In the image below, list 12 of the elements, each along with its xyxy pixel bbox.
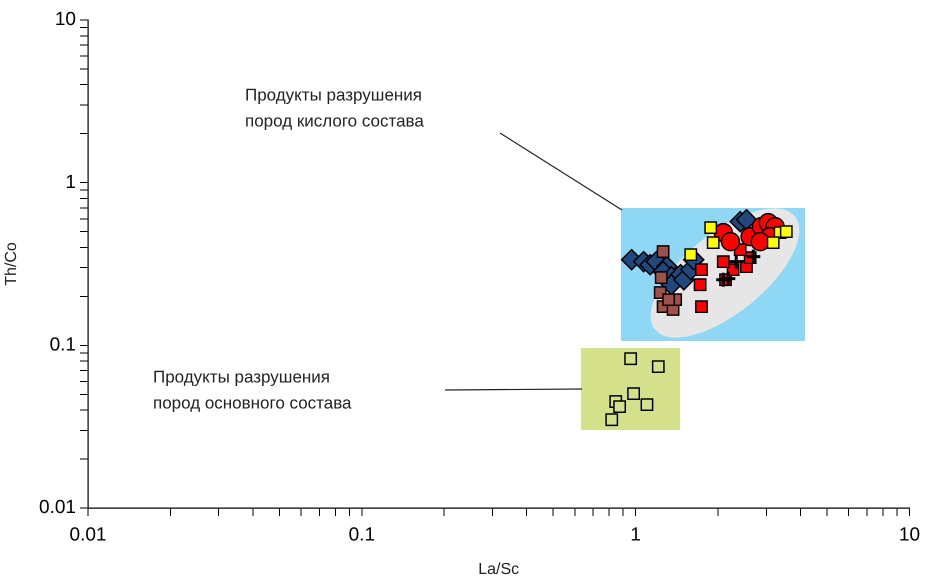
x-tick-label: 1 — [630, 524, 641, 546]
x-axis-title: La/Sc — [478, 560, 520, 578]
x-tick-label: 0.1 — [348, 524, 376, 546]
y-axis-title: Th/Co — [3, 242, 20, 286]
y-tick-label: 0.1 — [50, 334, 76, 356]
x-tick-label: 10 — [898, 524, 920, 546]
y-tick-label: 1 — [65, 172, 76, 193]
annotation: Продукты разрушения пород кислого состава — [245, 86, 424, 131]
y-tick-label: 10 — [54, 9, 76, 30]
annotation: Продукты разрушения пород основного состава — [153, 368, 352, 413]
x-tick-label: 0.01 — [70, 524, 106, 546]
y-tick-label: 0.01 — [39, 497, 76, 518]
